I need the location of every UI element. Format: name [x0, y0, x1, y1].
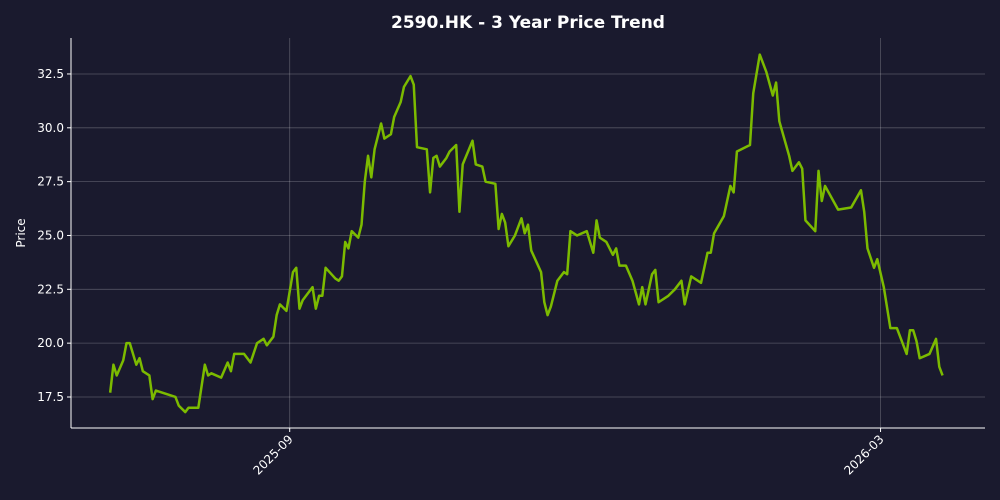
y-tick-label: 22.5 [37, 282, 64, 296]
chart-title: 2590.HK - 3 Year Price Trend [391, 13, 665, 33]
y-axis-label: Price [14, 218, 28, 247]
y-tick-label: 27.5 [37, 175, 64, 189]
y-tick-label: 20.0 [37, 336, 64, 350]
y-tick-label: 30.0 [37, 121, 64, 135]
y-tick-label: 32.5 [37, 67, 64, 81]
price-line [108, 53, 944, 414]
y-tick-label: 17.5 [37, 390, 64, 404]
y-tick-label: 25.0 [37, 228, 64, 242]
